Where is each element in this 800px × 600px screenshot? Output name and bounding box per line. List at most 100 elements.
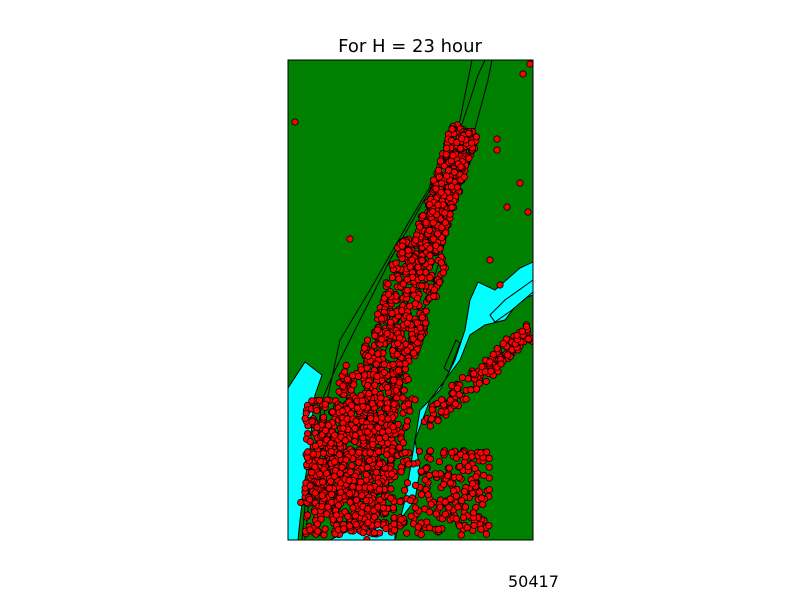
trip-point (470, 521, 478, 530)
trip-point (384, 280, 392, 288)
trip-point (365, 389, 373, 398)
trip-point (417, 491, 426, 499)
trip-point (328, 408, 337, 416)
trip-point (387, 455, 395, 464)
trip-point (418, 314, 426, 322)
trip-point (311, 508, 319, 516)
trip-point (410, 349, 418, 357)
trip-point (383, 404, 391, 412)
trip-point (301, 414, 309, 423)
trip-point (363, 428, 372, 436)
trip-point (450, 168, 458, 176)
trip-point (346, 468, 354, 476)
trip-point (461, 503, 470, 511)
trip-point (425, 226, 433, 234)
trip-point (376, 460, 384, 468)
trip-point (458, 373, 466, 382)
trip-point (396, 497, 404, 506)
trip-point (348, 371, 357, 380)
trip-point (427, 500, 435, 508)
trip-point (358, 491, 366, 500)
trip-point (453, 138, 461, 147)
trip-point (352, 496, 360, 504)
trip-point (338, 407, 347, 415)
trip-point (486, 256, 494, 264)
trip-point (426, 252, 434, 260)
trip-point (400, 386, 408, 394)
trip-point (411, 481, 420, 489)
trip-point (448, 203, 456, 211)
trip-point (351, 512, 359, 520)
trip-point (368, 400, 376, 408)
trip-point (335, 451, 343, 459)
trip-point (461, 453, 470, 461)
trip-point (416, 324, 424, 332)
trip-point (440, 480, 448, 488)
trip-point (372, 360, 380, 368)
trip-point (366, 414, 375, 422)
trip-point (398, 249, 406, 257)
trip-point (335, 494, 343, 502)
trip-point (364, 519, 372, 527)
trip-point (442, 144, 451, 152)
trip-point (412, 236, 420, 244)
trip-point (456, 144, 465, 152)
trip-point (397, 515, 405, 524)
trip-point (399, 280, 407, 288)
trip-point (345, 476, 353, 484)
trip-point (445, 503, 453, 511)
trip-point (291, 118, 299, 126)
trip-point (379, 504, 387, 512)
trip-point (418, 282, 426, 290)
trip-point (434, 230, 442, 238)
trip-point (435, 278, 444, 286)
trip-point (399, 394, 407, 402)
harlem-river (489, 279, 533, 323)
trip-point (342, 361, 350, 369)
trip-point (306, 526, 314, 534)
trip-point (364, 505, 372, 513)
trip-point (458, 497, 466, 505)
trip-point (455, 522, 464, 530)
trip-point (406, 302, 414, 310)
trip-point (485, 463, 493, 471)
trip-point (446, 479, 454, 487)
trip-point (370, 529, 378, 537)
trip-point (322, 510, 331, 518)
trip-point (382, 524, 390, 533)
trip-point (406, 496, 415, 505)
trip-point (383, 329, 391, 338)
trip-point (327, 439, 335, 447)
trip-point (393, 350, 401, 359)
trip-point (341, 436, 349, 445)
trip-point (432, 242, 440, 250)
trip-point (390, 526, 399, 534)
trip-point (441, 510, 449, 518)
trip-point (357, 478, 365, 486)
trip-point (480, 471, 488, 479)
trip-point (401, 448, 409, 456)
trip-point (439, 269, 447, 277)
trip-point (526, 60, 533, 68)
trip-point (389, 504, 397, 512)
trip-point (429, 219, 437, 227)
trip-point (455, 390, 463, 399)
map-plot-area (288, 60, 533, 540)
trip-point (400, 486, 409, 494)
trip-point (365, 456, 374, 465)
trip-point (440, 162, 449, 170)
trip-point (321, 400, 329, 408)
trip-point (441, 209, 449, 217)
trip-point (360, 371, 369, 379)
trip-point (459, 513, 468, 522)
trip-point (464, 462, 472, 471)
trip-point (374, 448, 383, 456)
trip-point (460, 173, 468, 181)
trip-point (369, 440, 377, 449)
trip-point (437, 259, 445, 267)
trip-point (330, 431, 339, 439)
trip-point (313, 406, 321, 415)
trip-point (395, 378, 403, 387)
trip-point (435, 458, 443, 466)
trip-point (370, 513, 378, 521)
